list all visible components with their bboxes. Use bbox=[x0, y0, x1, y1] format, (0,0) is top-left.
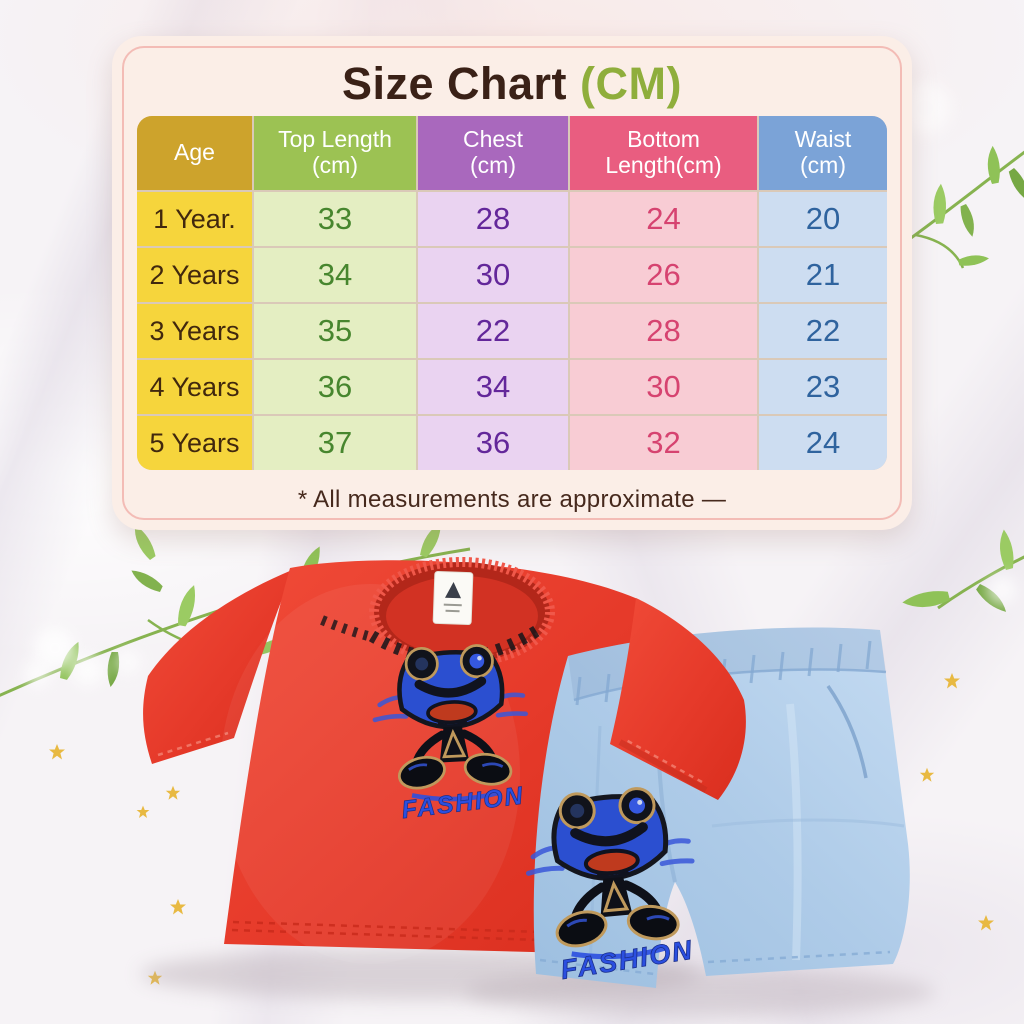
table-cell: 21 bbox=[759, 248, 887, 302]
waistband bbox=[568, 627, 886, 700]
title-unit: (CM) bbox=[580, 58, 683, 109]
column-label: Chest bbox=[462, 126, 524, 153]
pocket-slit bbox=[826, 684, 868, 779]
size-chart-card: Size Chart (CM) Age Top Length (cm) Ches… bbox=[112, 36, 912, 530]
column-sublabel: (cm) bbox=[800, 152, 846, 178]
hem-stitching bbox=[539, 950, 891, 976]
column-header-waist: Waist (cm) bbox=[759, 116, 887, 190]
table-cell: 24 bbox=[570, 192, 757, 246]
star-icon bbox=[49, 744, 65, 760]
column-label: Waist bbox=[794, 126, 852, 153]
column-header-bottom-length: Bottom Length(cm) bbox=[570, 116, 757, 190]
size-chart-table: Age Top Length (cm) Chest (cm) Bottom Le… bbox=[137, 116, 887, 470]
table-cell-age: 4 Years bbox=[137, 360, 252, 414]
star-icon bbox=[944, 673, 960, 689]
star-icon bbox=[147, 970, 163, 985]
table-cell-age: 1 Year. bbox=[137, 192, 252, 246]
shorts-shadow bbox=[465, 968, 935, 1016]
collar-rib bbox=[369, 557, 555, 667]
table-cell: 24 bbox=[759, 416, 887, 470]
star-icon bbox=[978, 915, 994, 931]
table-cell: 20 bbox=[759, 192, 887, 246]
title-main: Size Chart bbox=[341, 58, 568, 109]
page-title: Size Chart (CM) bbox=[112, 58, 912, 110]
table-cell: 35 bbox=[254, 304, 416, 358]
star-icon bbox=[136, 805, 150, 818]
table-cell: 37 bbox=[254, 416, 416, 470]
column-label: Age bbox=[174, 139, 215, 166]
vine-left-icon bbox=[0, 522, 471, 697]
column-sublabel: (cm) bbox=[312, 152, 358, 178]
table-cell: 33 bbox=[254, 192, 416, 246]
table-cell: 30 bbox=[570, 360, 757, 414]
waistband-gathers bbox=[575, 640, 872, 706]
star-icon bbox=[165, 785, 181, 800]
collar-lettering bbox=[368, 624, 542, 665]
frog-patch-icon bbox=[522, 784, 702, 987]
table-cell: 34 bbox=[254, 248, 416, 302]
table-cell: 28 bbox=[418, 192, 568, 246]
column-label: Bottom bbox=[627, 126, 700, 153]
table-cell: 36 bbox=[418, 416, 568, 470]
measurements-footnote: * All measurements are approximate — bbox=[297, 486, 727, 513]
table-cell: 32 bbox=[570, 416, 757, 470]
product-photo: FASHION bbox=[140, 557, 935, 1016]
table-cell-age: 2 Years bbox=[137, 248, 252, 302]
collar-opening bbox=[374, 562, 550, 662]
table-cell: 28 bbox=[570, 304, 757, 358]
table-cell: 26 bbox=[570, 248, 757, 302]
star-icon bbox=[919, 767, 935, 782]
column-header-age: Age bbox=[137, 116, 252, 190]
table-cell: 22 bbox=[759, 304, 887, 358]
column-header-top-length: Top Length (cm) bbox=[254, 116, 416, 190]
star-icon bbox=[170, 899, 186, 915]
table-cell-age: 5 Years bbox=[137, 416, 252, 470]
tshirt-right-sleeve bbox=[610, 598, 746, 800]
tshirt-shadow bbox=[140, 948, 700, 1000]
table-cell: 22 bbox=[418, 304, 568, 358]
column-sublabel: Length(cm) bbox=[605, 152, 722, 178]
denim-shorts bbox=[506, 627, 910, 988]
tshirt-left-sleeve bbox=[143, 570, 292, 764]
gold-stars bbox=[49, 673, 994, 985]
column-header-chest: Chest (cm) bbox=[418, 116, 568, 190]
table-cell: 30 bbox=[418, 248, 568, 302]
frog-patch-icon bbox=[371, 643, 531, 825]
column-sublabel: (cm) bbox=[470, 152, 516, 178]
table-cell: 36 bbox=[254, 360, 416, 414]
red-tshirt bbox=[143, 557, 640, 964]
tshirt-body bbox=[224, 560, 640, 954]
table-cell: 34 bbox=[418, 360, 568, 414]
table-cell-age: 3 Years bbox=[137, 304, 252, 358]
sprig-right-icon bbox=[902, 529, 1024, 623]
table-cell: 23 bbox=[759, 360, 887, 414]
neck-tag bbox=[432, 570, 474, 626]
shorts-body bbox=[533, 627, 910, 988]
column-label: Top Length bbox=[278, 126, 392, 153]
